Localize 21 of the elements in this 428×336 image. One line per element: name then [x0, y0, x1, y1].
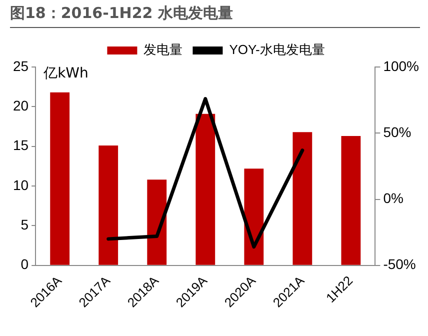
y-tick-label: 10	[12, 176, 29, 193]
y2-tick-label: 100%	[383, 58, 420, 74]
bar	[98, 146, 118, 265]
y-tick-label: 5	[20, 216, 29, 233]
y2-tick-label: 0%	[383, 190, 404, 206]
bar	[147, 180, 167, 265]
y-axis-title: 亿kWh	[42, 66, 88, 82]
bar	[292, 132, 312, 265]
y-tick-label: 25	[12, 58, 29, 74]
y2-tick-label: -50%	[383, 256, 416, 272]
bar	[244, 168, 264, 265]
legend-label: YOY-水电发电量	[229, 42, 325, 58]
legend-label: 发电量	[144, 42, 183, 58]
y-tick-label: 15	[12, 137, 29, 154]
y-tick-label: 20	[12, 98, 29, 114]
bar	[341, 136, 361, 265]
bar	[50, 92, 70, 265]
y-tick-label: 0	[20, 256, 29, 272]
chart-title: 图18：2016-1H22 水电发电量	[10, 4, 420, 28]
y2-tick-label: 50%	[383, 124, 412, 140]
bar	[196, 114, 216, 265]
